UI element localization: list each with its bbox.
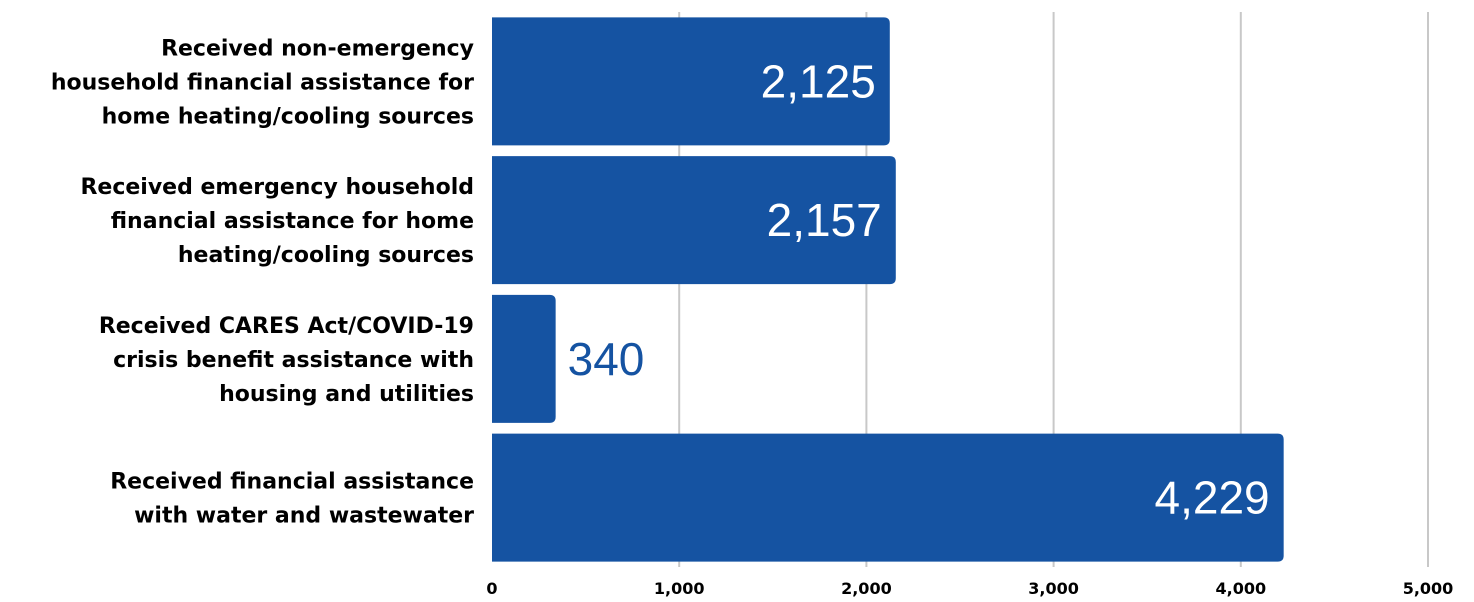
- bars: [492, 17, 1284, 562]
- value-labels: 2,125 2,157 340 4,229: [568, 55, 1270, 523]
- category-label-3: Received financial assistance with water …: [110, 470, 474, 529]
- value-label-2: 340: [568, 333, 645, 385]
- category-label-2: Received CARES Act/COVID-19 crisis benefi…: [99, 314, 474, 407]
- bar-1: [492, 156, 896, 285]
- x-axis-ticks: 0 1,000 2,000 3,000 4,000 5,000: [486, 579, 1453, 598]
- bar-3: [492, 433, 1284, 562]
- x-tick-label-3000: 3,000: [1028, 579, 1079, 598]
- bar-2: [492, 294, 556, 423]
- x-tick-label-4000: 4,000: [1215, 579, 1266, 598]
- category-labels: Received non-emergency household financia…: [51, 36, 474, 528]
- bar-0: [492, 17, 890, 146]
- category-label-0: Received non-emergency household financia…: [51, 36, 474, 129]
- x-tick-label-2000: 2,000: [841, 579, 892, 598]
- x-tick-label-5000: 5,000: [1403, 579, 1454, 598]
- value-label-1: 2,157: [767, 194, 882, 246]
- x-tick-label-0: 0: [486, 579, 497, 598]
- value-label-0: 2,125: [761, 55, 876, 107]
- category-label-1: Received emergency household financial as…: [80, 175, 474, 268]
- x-tick-label-1000: 1,000: [654, 579, 705, 598]
- value-label-3: 4,229: [1155, 472, 1270, 524]
